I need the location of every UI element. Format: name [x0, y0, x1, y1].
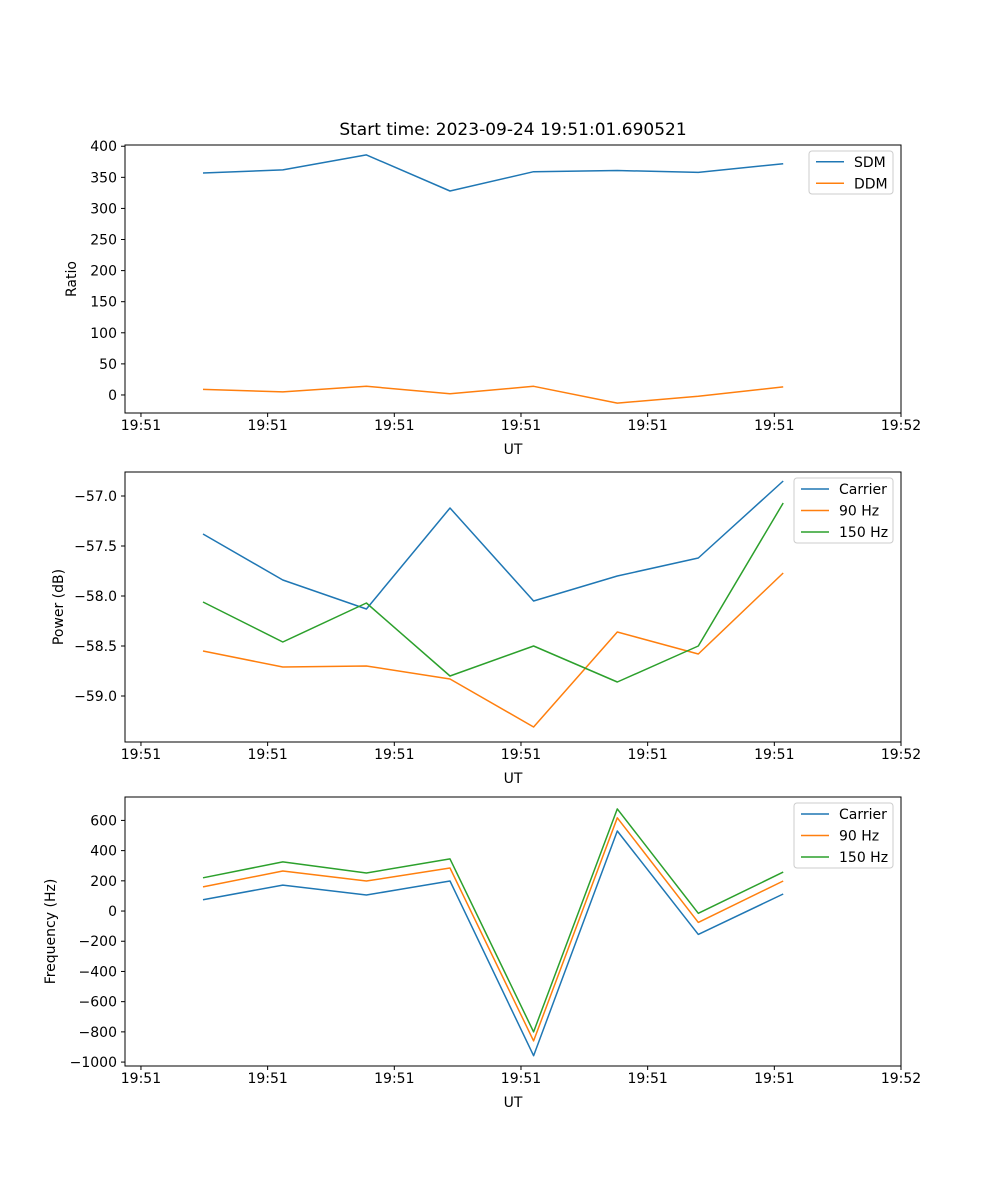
legend-box [793, 477, 894, 544]
axes-box [124, 144, 902, 414]
y-tick-label: −58.0 [74, 589, 117, 605]
y-tick-label: 0 [108, 904, 117, 920]
x-tick-label: 19:51 [374, 1071, 414, 1087]
line-DDM [202, 385, 784, 404]
y-tick-label: −59.0 [74, 689, 117, 705]
y-tick-label: −600 [79, 995, 117, 1011]
x-tick-label: 19:51 [754, 418, 794, 434]
y-tick-label: 350 [90, 170, 117, 186]
legend-label: 150 Hz [839, 525, 888, 541]
y-axis-label: Frequency (Hz) [43, 879, 59, 985]
x-tick-label: 19:51 [754, 747, 794, 763]
x-tick-label: 19:51 [374, 747, 414, 763]
y-tick-label: 100 [90, 326, 117, 342]
line-150 Hz [202, 808, 784, 1033]
x-axis-label: UT [504, 442, 523, 458]
y-tick-label: 200 [90, 264, 117, 280]
x-tick-label: 19:51 [121, 747, 161, 763]
line-Carrier [202, 830, 784, 1057]
y-tick-label: 250 [90, 233, 117, 249]
x-tick-label: 19:52 [881, 418, 921, 434]
x-tick-label: 19:51 [501, 1071, 541, 1087]
x-axis-label: UT [504, 771, 523, 787]
x-tick-label: 19:51 [627, 1071, 667, 1087]
y-tick-label: 200 [90, 874, 117, 890]
y-tick-label: −800 [79, 1025, 117, 1041]
y-tick-label: −57.0 [74, 489, 117, 505]
line-SDM [202, 154, 784, 192]
x-tick-label: 19:51 [121, 1071, 161, 1087]
legend-label: Carrier [839, 482, 887, 498]
legend-label: SDM [854, 155, 886, 171]
y-tick-label: 50 [99, 357, 117, 373]
line-90 Hz [202, 572, 784, 728]
y-tick-label: 150 [90, 295, 117, 311]
y-tick-label: −400 [79, 964, 117, 980]
x-tick-label: 19:51 [501, 747, 541, 763]
line-90 Hz [202, 817, 784, 1042]
line-Carrier [202, 480, 784, 610]
legend-label: DDM [854, 176, 888, 192]
x-tick-label: 19:52 [881, 747, 921, 763]
y-tick-label: −200 [79, 934, 117, 950]
chart-title: Start time: 2023-09-24 19:51:01.690521 [339, 120, 687, 140]
y-tick-label: −58.5 [74, 639, 117, 655]
legend-label: 90 Hz [839, 829, 879, 845]
y-tick-label: 400 [90, 139, 117, 155]
legend-label: Carrier [839, 807, 887, 823]
y-axis-label: Power (dB) [51, 569, 67, 645]
axes-box [124, 471, 902, 743]
x-tick-label: 19:51 [627, 418, 667, 434]
line-150 Hz [202, 502, 784, 683]
x-tick-label: 19:51 [374, 418, 414, 434]
y-tick-label: 400 [90, 844, 117, 860]
legend-label: 90 Hz [839, 504, 879, 520]
x-tick-label: 19:51 [247, 747, 287, 763]
axes-box [124, 796, 902, 1067]
x-tick-label: 19:51 [247, 418, 287, 434]
x-tick-label: 19:52 [881, 1071, 921, 1087]
x-tick-label: 19:51 [121, 418, 161, 434]
x-tick-label: 19:51 [754, 1071, 794, 1087]
y-tick-label: −1000 [70, 1055, 117, 1071]
x-axis-label: UT [504, 1095, 523, 1111]
y-tick-label: −57.5 [74, 539, 117, 555]
x-tick-label: 19:51 [247, 1071, 287, 1087]
x-tick-label: 19:51 [627, 747, 667, 763]
legend-box [793, 802, 894, 869]
y-tick-label: 600 [90, 813, 117, 829]
x-tick-label: 19:51 [501, 418, 541, 434]
legend-label: 150 Hz [839, 850, 888, 866]
y-tick-label: 0 [108, 388, 117, 404]
y-axis-label: Ratio [64, 261, 80, 297]
y-tick-label: 300 [90, 201, 117, 217]
